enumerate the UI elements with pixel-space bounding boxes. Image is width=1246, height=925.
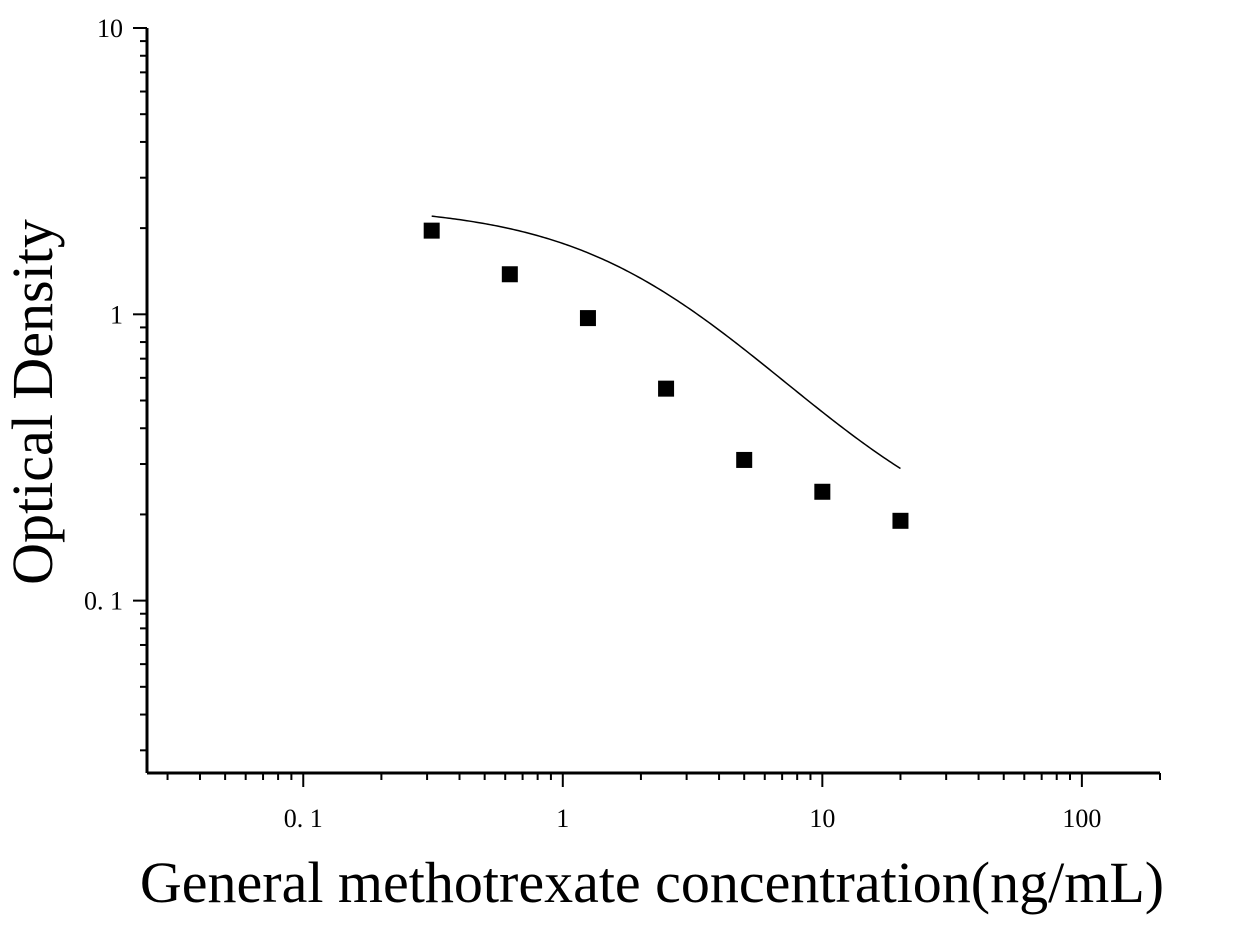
fit-curve-line — [431, 215, 901, 470]
x-tick-label: 100 — [1062, 804, 1101, 833]
x-tick-label: 1 — [556, 804, 569, 833]
axes-group — [145, 28, 1160, 775]
data-point — [579, 310, 596, 327]
data-point — [814, 483, 831, 500]
x-axis-title: General methotrexate concentration(ng/mL… — [140, 850, 1164, 915]
ticks-group — [133, 27, 1161, 787]
data-points-group — [423, 222, 909, 529]
y-tick-label: 10 — [97, 14, 123, 43]
data-point — [658, 380, 675, 397]
data-point — [736, 451, 753, 468]
x-tick-label: 10 — [809, 804, 835, 833]
data-point — [423, 222, 440, 239]
data-point — [501, 266, 518, 283]
y-axis-title: Optical Density — [0, 219, 65, 585]
tick-labels-group: 0. 1 1 10 100 10 1 0. 1 — [84, 14, 1101, 833]
y-tick-label: 0. 1 — [84, 587, 123, 616]
x-tick-label: 0. 1 — [284, 804, 323, 833]
y-tick-label: 1 — [110, 300, 123, 329]
data-point — [892, 512, 909, 529]
fit-curve-group — [431, 215, 901, 470]
